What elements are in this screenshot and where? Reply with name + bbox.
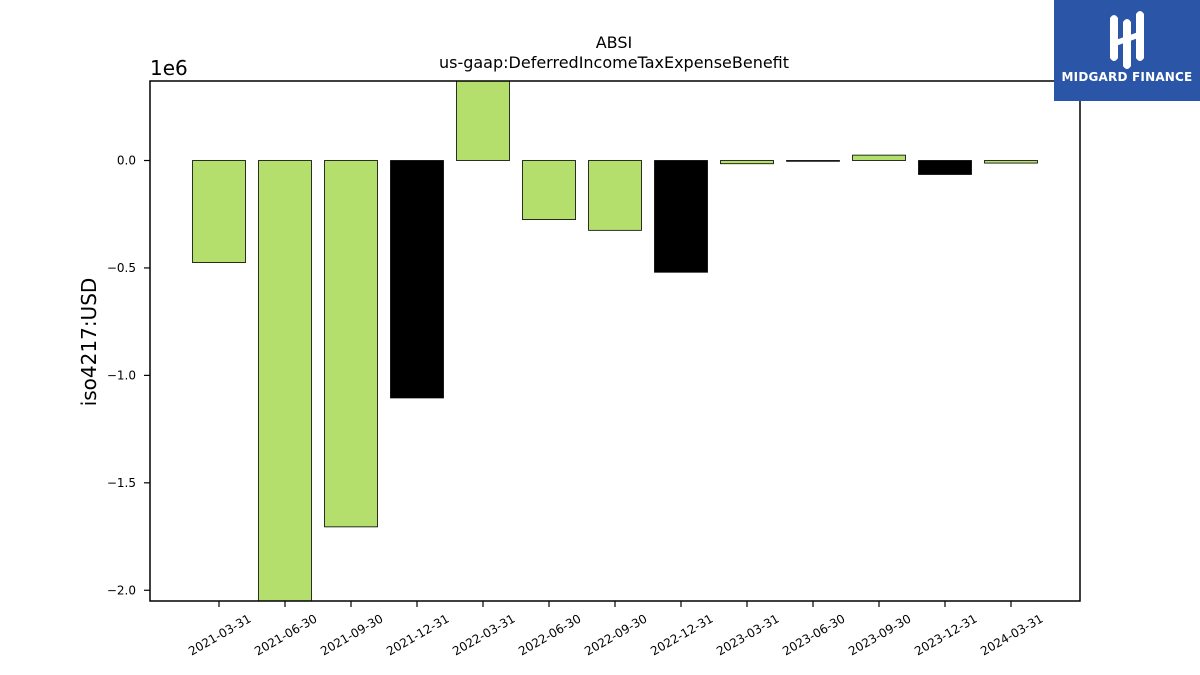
y-tick-label: −2.0 — [107, 583, 136, 597]
x-tick-label: 2022-12-31 — [648, 611, 715, 658]
x-tick-label: 2024-03-31 — [978, 611, 1045, 658]
logo-mark-icon — [1110, 11, 1144, 69]
x-tick-label: 2023-06-30 — [780, 611, 847, 658]
x-tick-label: 2022-06-30 — [516, 611, 583, 658]
plot-frame — [149, 80, 1081, 602]
x-tick-label: 2021-06-30 — [252, 611, 319, 658]
x-tick-label: 2023-12-31 — [912, 611, 979, 658]
x-tick-label: 2023-03-31 — [714, 611, 781, 658]
midgard-finance-logo: MIDGARD FINANCE — [1054, 0, 1200, 101]
chart-subtitle: us-gaap:DeferredIncomeTaxExpenseBenefit — [439, 53, 789, 72]
bar-2023-09-30 — [852, 154, 906, 161]
offset-label: 1e6 — [150, 56, 188, 80]
y-tick-label: −1.5 — [107, 476, 136, 490]
bar-2021-09-30 — [324, 160, 378, 528]
x-tick-label: 2021-09-30 — [318, 611, 385, 658]
bar-2022-12-31 — [654, 160, 708, 273]
bar-2023-06-30 — [786, 160, 840, 162]
x-tick-label: 2022-09-30 — [582, 611, 649, 658]
bar-2023-03-31 — [720, 160, 774, 165]
bars-group — [192, 81, 1038, 601]
bar-2022-06-30 — [522, 160, 576, 220]
x-tick-label: 2021-12-31 — [384, 611, 451, 658]
bar-2023-12-31 — [918, 160, 972, 175]
y-tick-label: −1.0 — [107, 368, 136, 382]
x-tick-label: 2023-09-30 — [846, 611, 913, 658]
bar-2022-09-30 — [588, 160, 642, 231]
y-tick-label: −0.5 — [107, 261, 136, 275]
y-axis-label: iso4217:USD — [77, 278, 101, 407]
x-tick-label: 2022-03-31 — [450, 611, 517, 658]
bar-2021-12-31 — [390, 160, 444, 399]
x-tick-label: 2021-03-31 — [186, 611, 253, 658]
bar-2024-03-31 — [984, 160, 1038, 164]
x-ticks-group: 2021-03-312021-06-302021-09-302021-12-31… — [186, 601, 1046, 658]
bar-2021-03-31 — [192, 160, 246, 263]
logo-text: MIDGARD FINANCE — [1061, 70, 1193, 84]
chart-title: ABSI — [596, 33, 633, 52]
bar-2021-06-30 — [258, 160, 312, 601]
y-tick-label: 0.0 — [117, 154, 136, 168]
bar-2022-03-31 — [456, 81, 510, 161]
y-ticks-group: 0.0 −0.5 −1.0 −1.5 −2.0 — [107, 154, 150, 597]
